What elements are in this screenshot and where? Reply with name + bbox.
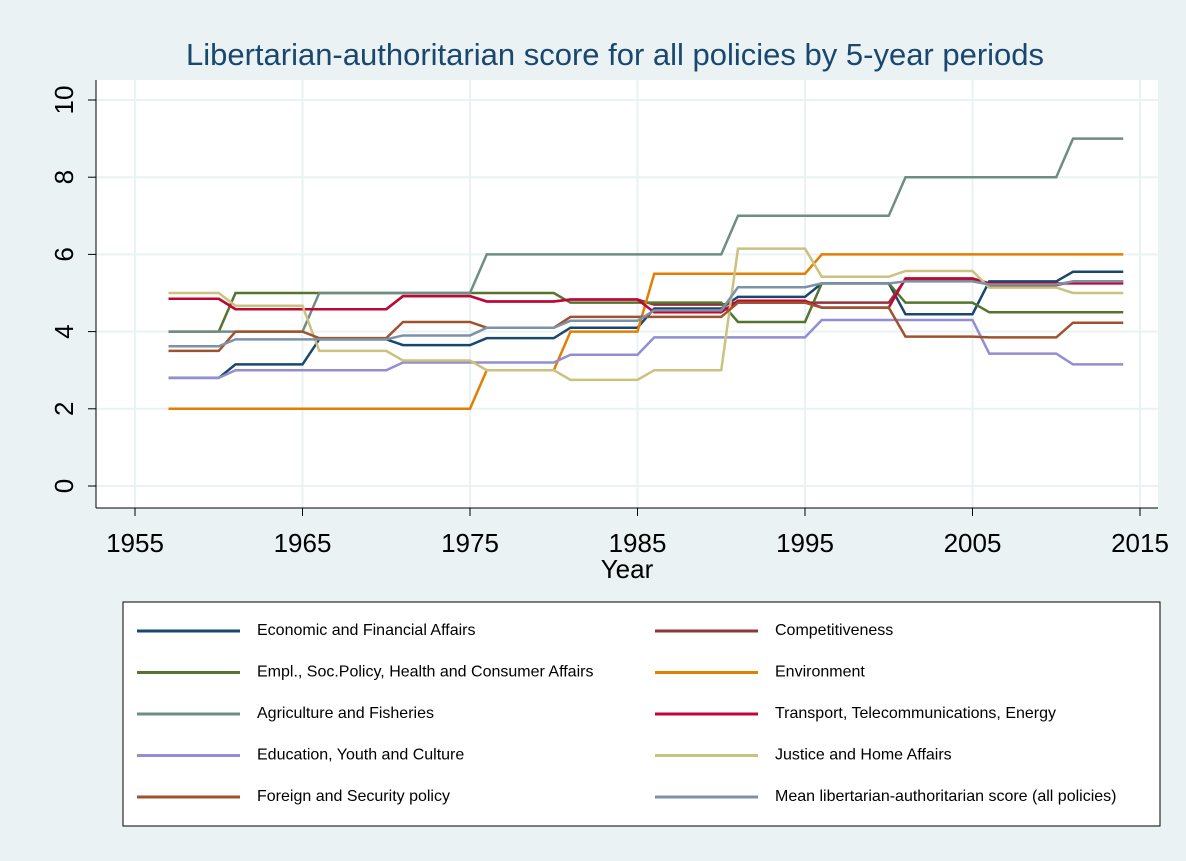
y-tick-label: 4 [49, 324, 79, 338]
legend-label: Education, Youth and Culture [257, 747, 464, 764]
legend-label: Agriculture and Fisheries [257, 705, 434, 722]
series-line [168, 318, 1124, 380]
series-line [168, 280, 1124, 348]
y-tick-label: 10 [49, 86, 79, 115]
legend-label: Competitiveness [775, 622, 893, 639]
series-line [168, 253, 1124, 411]
y-tick-label: 0 [49, 479, 79, 493]
y-tick-label: 6 [49, 247, 79, 261]
x-tick-label: 1975 [441, 528, 499, 558]
legend-label: Environment [775, 664, 865, 681]
legend-label: Mean libertarian-authoritarian score (al… [775, 788, 1116, 805]
chart-title: Libertarian-authoritarian score for all … [186, 37, 1044, 72]
y-tick-label: 8 [49, 170, 79, 184]
x-tick-label: 2015 [1111, 528, 1169, 558]
x-tick-label: 1995 [776, 528, 834, 558]
x-tick-label: 1955 [106, 528, 164, 558]
legend-label: Transport, Telecommunications, Energy [775, 705, 1056, 722]
series-line [168, 277, 1124, 314]
series-line [168, 137, 1124, 333]
x-axis-title: Year [601, 554, 654, 584]
x-tick-label: 1985 [609, 528, 667, 558]
legend-label: Foreign and Security policy [257, 788, 450, 805]
legend-label: Justice and Home Affairs [775, 747, 952, 764]
y-tick-label: 2 [49, 402, 79, 416]
series-line [168, 247, 1124, 382]
x-tick-label: 2005 [944, 528, 1002, 558]
legend-label: Empl., Soc.Policy, Health and Consumer A… [257, 664, 593, 681]
legend [122, 601, 1161, 827]
x-tick-label: 1965 [274, 528, 332, 558]
legend-label: Economic and Financial Affairs [257, 622, 475, 639]
